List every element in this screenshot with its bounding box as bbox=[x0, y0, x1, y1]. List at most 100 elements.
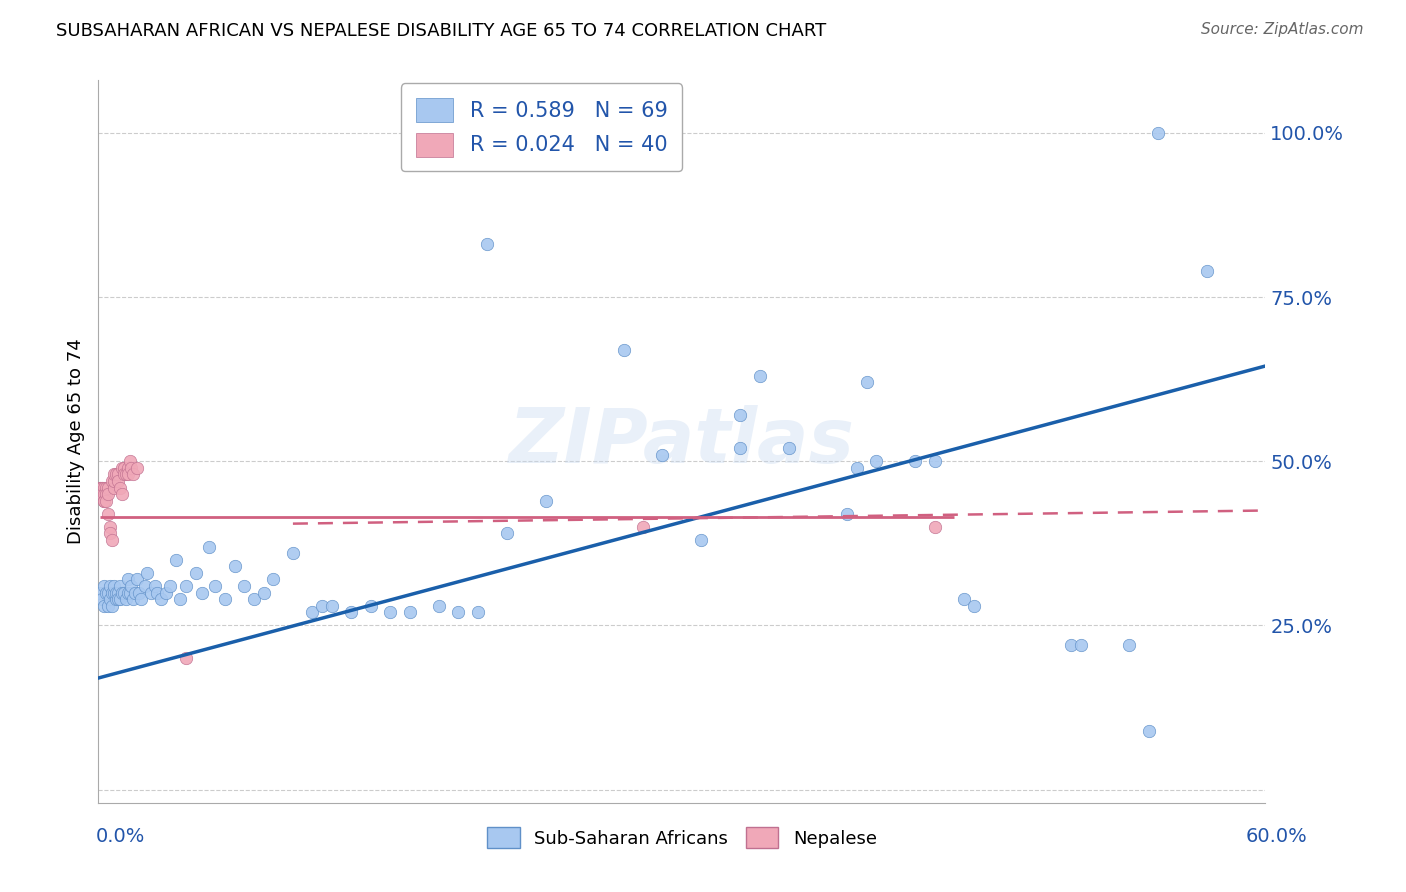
Point bbox=[91, 481, 114, 495]
Point bbox=[837, 507, 859, 521]
Point bbox=[97, 507, 120, 521]
Point bbox=[1118, 638, 1140, 652]
Point bbox=[93, 599, 115, 613]
Point bbox=[1060, 638, 1083, 652]
Point bbox=[1070, 638, 1092, 652]
Text: SUBSAHARAN AFRICAN VS NEPALESE DISABILITY AGE 65 TO 74 CORRELATION CHART: SUBSAHARAN AFRICAN VS NEPALESE DISABILIT… bbox=[56, 22, 827, 40]
Point bbox=[112, 460, 135, 475]
Point bbox=[97, 487, 120, 501]
Point bbox=[101, 533, 124, 547]
Point bbox=[114, 592, 136, 607]
Point bbox=[174, 579, 197, 593]
Point bbox=[112, 585, 135, 599]
Point bbox=[253, 585, 276, 599]
Point bbox=[233, 579, 256, 593]
Point bbox=[103, 474, 125, 488]
Point bbox=[631, 520, 654, 534]
Point bbox=[107, 474, 129, 488]
Point bbox=[103, 467, 125, 482]
Point bbox=[96, 585, 118, 599]
Point bbox=[134, 579, 156, 593]
Point bbox=[534, 493, 557, 508]
Point bbox=[103, 481, 125, 495]
Point bbox=[98, 592, 121, 607]
Point bbox=[117, 573, 139, 587]
Point bbox=[107, 592, 129, 607]
Point bbox=[93, 481, 115, 495]
Point bbox=[121, 579, 143, 593]
Y-axis label: Disability Age 65 to 74: Disability Age 65 to 74 bbox=[66, 339, 84, 544]
Point bbox=[198, 540, 221, 554]
Point bbox=[846, 460, 869, 475]
Text: ZIPatlas: ZIPatlas bbox=[509, 405, 855, 478]
Point bbox=[93, 579, 115, 593]
Point bbox=[127, 573, 149, 587]
Point bbox=[380, 605, 402, 619]
Point bbox=[118, 585, 141, 599]
Point bbox=[139, 585, 162, 599]
Point bbox=[427, 599, 450, 613]
Point bbox=[1195, 264, 1218, 278]
Point bbox=[690, 533, 713, 547]
Point bbox=[103, 579, 125, 593]
Point bbox=[143, 579, 166, 593]
Point bbox=[111, 460, 134, 475]
Point bbox=[962, 599, 984, 613]
Point bbox=[496, 526, 519, 541]
Point bbox=[98, 579, 121, 593]
Point bbox=[190, 585, 212, 599]
Point bbox=[97, 481, 120, 495]
Point bbox=[243, 592, 266, 607]
Point bbox=[117, 467, 139, 482]
Point bbox=[165, 553, 187, 567]
Point bbox=[129, 592, 152, 607]
Legend: Sub-Saharan Africans, Nepalese: Sub-Saharan Africans, Nepalese bbox=[479, 820, 884, 855]
Point bbox=[98, 526, 121, 541]
Point bbox=[924, 520, 946, 534]
Point bbox=[89, 585, 111, 599]
Point bbox=[214, 592, 236, 607]
Point bbox=[281, 546, 304, 560]
Point bbox=[101, 599, 124, 613]
Point bbox=[121, 460, 143, 475]
Point bbox=[924, 454, 946, 468]
Point bbox=[122, 467, 145, 482]
Point bbox=[169, 592, 191, 607]
Point bbox=[398, 605, 420, 619]
Point bbox=[224, 559, 246, 574]
Point bbox=[651, 448, 673, 462]
Point bbox=[91, 481, 114, 495]
Point bbox=[127, 460, 149, 475]
Point bbox=[865, 454, 887, 468]
Point bbox=[1137, 723, 1160, 738]
Point bbox=[262, 573, 284, 587]
Point bbox=[204, 579, 226, 593]
Point bbox=[108, 592, 131, 607]
Point bbox=[136, 566, 159, 580]
Point bbox=[778, 441, 800, 455]
Point bbox=[748, 368, 770, 383]
Point bbox=[613, 343, 636, 357]
Text: 0.0%: 0.0% bbox=[96, 827, 145, 847]
Point bbox=[184, 566, 207, 580]
Point bbox=[155, 585, 177, 599]
Point bbox=[477, 237, 499, 252]
Point bbox=[301, 605, 323, 619]
Point bbox=[124, 585, 146, 599]
Point bbox=[730, 441, 752, 455]
Point bbox=[93, 493, 115, 508]
Point bbox=[953, 592, 976, 607]
Point bbox=[904, 454, 927, 468]
Point bbox=[107, 585, 129, 599]
Point bbox=[149, 592, 172, 607]
Point bbox=[96, 487, 118, 501]
Point bbox=[91, 487, 114, 501]
Point bbox=[97, 599, 120, 613]
Point bbox=[96, 493, 118, 508]
Point bbox=[89, 481, 111, 495]
Point bbox=[107, 467, 129, 482]
Point bbox=[104, 592, 127, 607]
Text: Source: ZipAtlas.com: Source: ZipAtlas.com bbox=[1201, 22, 1364, 37]
Point bbox=[111, 487, 134, 501]
Point bbox=[98, 520, 121, 534]
